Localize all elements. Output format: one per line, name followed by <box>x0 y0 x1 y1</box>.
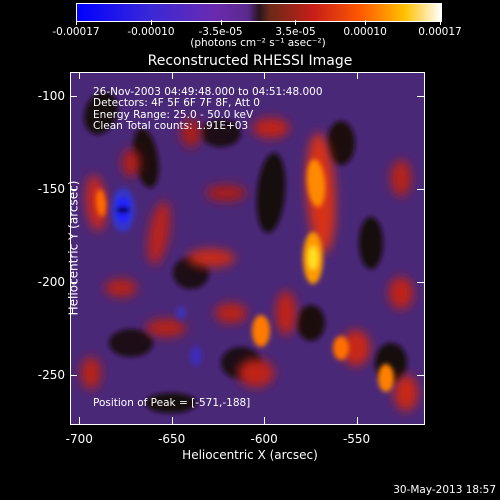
y-tick-mark <box>417 374 424 376</box>
x-tick-mark <box>79 72 81 79</box>
y-tick-label: -150 <box>37 182 65 197</box>
colorbar <box>76 3 442 22</box>
colorbar-tick-mark <box>440 20 441 25</box>
y-axis-label: Heliocentric Y (arcsec) <box>66 180 81 316</box>
y-tick-mark <box>417 281 424 283</box>
x-tick-mark <box>356 417 358 424</box>
x-tick-mark <box>79 417 81 424</box>
dark-blob <box>109 329 153 357</box>
x-tick-mark <box>356 72 358 79</box>
y-tick-mark <box>417 96 424 98</box>
x-tick-label: -700 <box>65 432 93 446</box>
dark-blob <box>359 217 383 269</box>
peak-position-label: Position of Peak = [-571,-188] <box>93 397 251 409</box>
colorbar-tick-label: 3.5e-05 <box>275 26 316 38</box>
warm-blob <box>391 160 411 196</box>
warm-blob <box>389 277 413 309</box>
x-tick-label: -550 <box>342 432 371 446</box>
x-axis-label: Heliocentric X (arcsec) <box>182 448 318 462</box>
hot-blob <box>252 315 270 347</box>
heatmap-plot: 26-Nov-2003 04:49:48.000 to 04:51:48.000… <box>70 72 425 425</box>
x-tick-mark <box>264 417 266 424</box>
x-tick-label: -650 <box>158 432 186 446</box>
cold-blob <box>176 306 186 320</box>
colorbar-tick-label: -0.00017 <box>52 26 100 38</box>
dark-blob <box>201 119 241 147</box>
y-tick-mark <box>70 374 77 376</box>
x-tick-label: -600 <box>250 432 278 446</box>
hot-blob <box>333 336 349 360</box>
info-line-detectors: Detectors: 4F 5F 6F 7F 8F, Att 0 <box>93 97 260 109</box>
hot-blob <box>308 246 318 270</box>
footer-timestamp: 30-May-2013 18:57 <box>393 484 496 496</box>
warm-blob <box>276 291 296 335</box>
warm-blob <box>394 375 418 411</box>
y-tick-label: -100 <box>37 89 65 104</box>
colorbar-tick-mark <box>365 20 367 25</box>
warm-blob <box>253 118 289 138</box>
warm-blob <box>238 359 274 387</box>
warm-blob <box>81 357 101 389</box>
colorbar-tick-label: 0.00017 <box>418 26 462 38</box>
colorbar-tick-mark <box>76 20 77 25</box>
info-line-clean: Clean Total counts: 1.91E+03 <box>93 120 249 132</box>
hot-blob <box>378 364 394 392</box>
y-tick-mark <box>70 96 77 98</box>
peak-regions <box>95 159 394 392</box>
colorbar-tick-mark <box>150 20 152 25</box>
warm-blob <box>342 330 370 366</box>
warm-blob <box>147 201 171 265</box>
cold-blob <box>190 346 202 366</box>
y-tick-label: -250 <box>37 367 65 382</box>
x-tick-mark <box>264 72 266 79</box>
dark-blob <box>84 91 118 135</box>
warm-blob <box>181 119 201 147</box>
dark-regions <box>84 91 407 413</box>
info-line-energy: Energy Range: 25.0 - 50.0 keV <box>93 109 254 121</box>
dark-blob <box>145 393 197 413</box>
colorbar-tick-mark <box>295 20 297 25</box>
dark-blob <box>133 128 159 188</box>
cold-blob <box>116 207 130 213</box>
y-tick-mark <box>70 281 77 283</box>
dark-blob <box>327 121 355 165</box>
warm-blob <box>146 319 186 337</box>
colorbar-tick-mark <box>220 20 222 25</box>
y-tick-mark <box>417 189 424 191</box>
colorbar-tick-label: 0.00010 <box>343 26 387 38</box>
warm-blob <box>187 249 235 267</box>
dark-blob <box>256 153 286 233</box>
warm-blob <box>206 185 246 201</box>
y-tick-label: -200 <box>37 274 65 289</box>
hot-blob <box>306 159 326 207</box>
y-tick-mark <box>70 189 77 191</box>
info-line-time: 26-Nov-2003 04:49:48.000 to 04:51:48.000 <box>93 86 323 98</box>
colorbar-tick-label: -3.5e-05 <box>198 26 243 38</box>
colorbar-tick-label: -0.00010 <box>127 26 175 38</box>
colorbar-units: (photons cm⁻² s⁻¹ asec⁻²) <box>190 37 326 49</box>
warm-blob <box>122 149 140 177</box>
rhessi-image-map <box>71 73 424 424</box>
hot-blob <box>95 189 107 217</box>
x-tick-mark <box>171 417 173 424</box>
x-tick-mark <box>171 72 173 79</box>
dark-blob <box>297 305 325 341</box>
chart-title: Reconstructed RHESSI Image <box>147 53 353 69</box>
warm-blob <box>215 303 247 323</box>
warm-blob <box>105 279 137 297</box>
negative-regions <box>111 188 202 366</box>
